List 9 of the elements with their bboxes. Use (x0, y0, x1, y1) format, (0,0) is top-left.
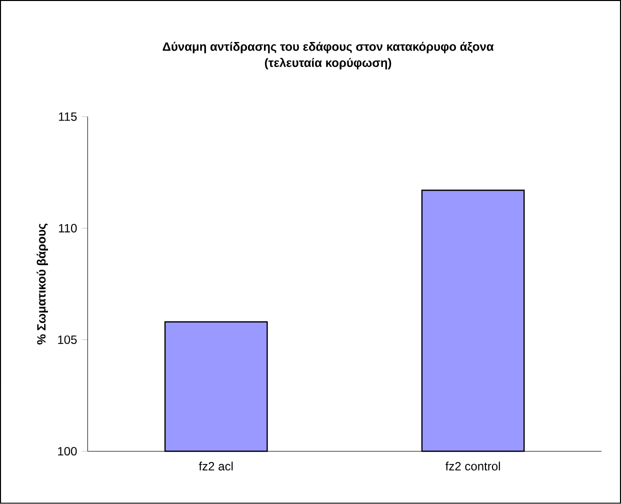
y-tick-label: 115 (58, 112, 77, 121)
y-tick-label: 110 (58, 224, 77, 233)
chart-subtitle: (τελευταία κορύφωση) (264, 58, 392, 70)
y-tick-label: 100 (58, 447, 77, 456)
y-axis-title: % Σωματικού βάρους (36, 224, 48, 345)
y-tick-label: 105 (58, 336, 77, 344)
chart-title: Δύναμη αντίδρασης του εδάφους στον κατακόρυφο άξονα (162, 42, 494, 54)
x-tick-label: fz2 control (445, 462, 500, 471)
x-tick-label: fz2 acl (198, 462, 233, 471)
